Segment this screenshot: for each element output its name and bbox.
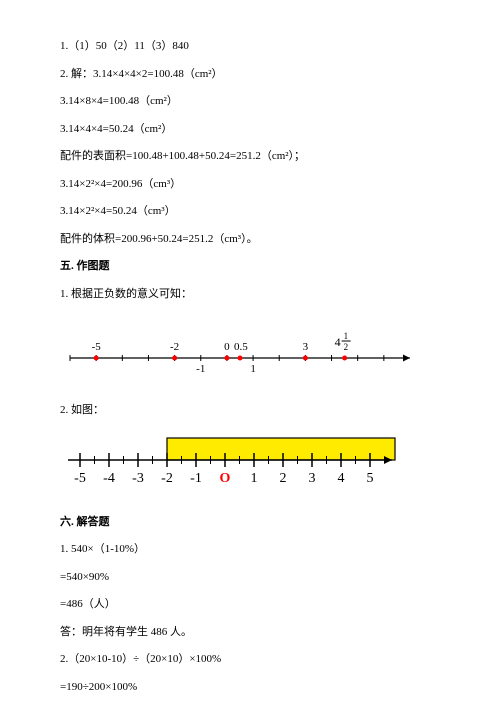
answer-line-5: 配件的表面积=100.48+100.48+50.24=251.2（cm²）； [60, 148, 440, 165]
answer-line-11: 1. 540×（1-10%） [60, 541, 440, 558]
number-line-diagram-2: -5 -4 -3 -2 -1 O 1 2 3 4 5 [60, 432, 440, 494]
svg-text:3: 3 [309, 471, 316, 486]
svg-text:-2: -2 [161, 471, 173, 486]
answer-line-1: 1.（1）50（2）11（3）840 [60, 38, 440, 55]
answer-line-2: 2. 解：3.14×4×4×2=100.48（cm²） [60, 66, 440, 83]
svg-text:3: 3 [303, 341, 309, 353]
svg-text:-1: -1 [190, 471, 202, 486]
answer-line-12: =540×90% [60, 569, 440, 586]
svg-text:O: O [220, 471, 231, 486]
number-line-diagram-1: -5-2-100.513412 [60, 320, 440, 386]
svg-text:5: 5 [367, 471, 374, 486]
section-5-title: 五. 作图题 [60, 258, 440, 275]
svg-text:1: 1 [250, 363, 256, 375]
answer-line-9: 1. 根据正负数的意义可知： [60, 286, 440, 303]
answer-line-6: 3.14×2²×4=200.96（cm³） [60, 176, 440, 193]
svg-text:-1: -1 [196, 363, 205, 375]
answer-line-14: 答：明年将有学生 486 人。 [60, 624, 440, 641]
answer-line-4: 3.14×4×4=50.24（cm²） [60, 121, 440, 138]
svg-text:-5: -5 [74, 471, 86, 486]
answer-line-16: =190÷200×100% [60, 679, 440, 696]
answer-line-13: =486（人） [60, 596, 440, 613]
answer-line-8: 配件的体积=200.96+50.24=251.2（cm³）。 [60, 231, 440, 248]
svg-text:-5: -5 [92, 341, 102, 353]
svg-text:-3: -3 [132, 471, 144, 486]
svg-text:-4: -4 [103, 471, 115, 486]
answer-line-10: 2. 如图： [60, 402, 440, 419]
svg-text:0.5: 0.5 [234, 341, 248, 353]
svg-text:2: 2 [344, 342, 349, 352]
svg-text:1: 1 [251, 471, 258, 486]
section-6-title: 六. 解答题 [60, 514, 440, 531]
svg-text:-2: -2 [170, 341, 179, 353]
answer-line-3: 3.14×8×4=100.48（cm²） [60, 93, 440, 110]
answer-line-15: 2.（20×10-10）÷（20×10）×100% [60, 651, 440, 668]
answer-line-7: 3.14×2²×4=50.24（cm³） [60, 203, 440, 220]
svg-text:1: 1 [344, 331, 349, 341]
svg-text:4: 4 [338, 471, 345, 486]
svg-text:4: 4 [335, 335, 341, 349]
svg-text:2: 2 [280, 471, 287, 486]
svg-text:0: 0 [224, 341, 230, 353]
